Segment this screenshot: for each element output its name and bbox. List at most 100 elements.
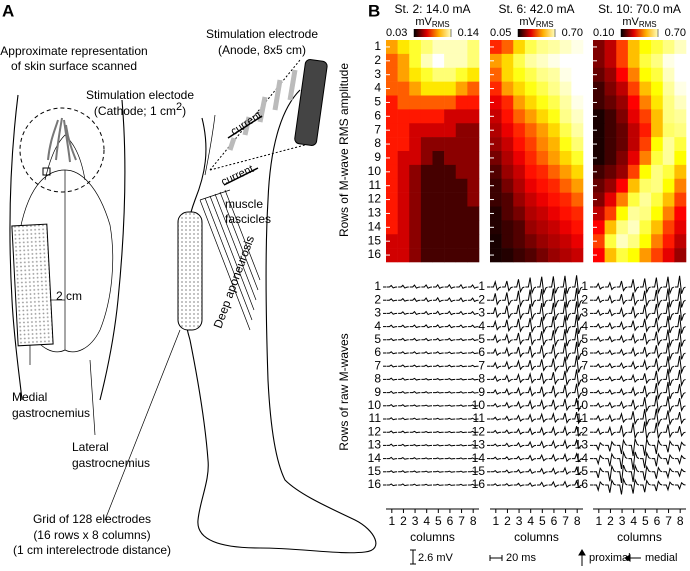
heatmap-cell: [455, 151, 468, 166]
m-wave-trace: [409, 430, 421, 434]
heatmap-cell: [397, 151, 410, 166]
m-wave-trace: [548, 425, 560, 437]
m-wave-trace: [571, 301, 583, 321]
m-wave-trace: [616, 477, 628, 495]
m-wave-trace: [571, 369, 583, 388]
m-wave-trace: [433, 296, 444, 303]
heatmap-cell: [627, 67, 640, 82]
m-wave-trace: [456, 324, 467, 329]
heatmap-cell: [674, 81, 687, 96]
heatmap-cell: [639, 248, 652, 263]
row-label: 4: [374, 81, 381, 95]
m-wave-trace: [513, 279, 525, 294]
row-label: 6: [478, 345, 485, 359]
column-label: 7: [665, 514, 672, 528]
row-label: 12: [472, 424, 486, 438]
m-wave-trace: [593, 350, 605, 355]
row-label: 6: [374, 345, 381, 359]
heatmap-cell: [674, 192, 687, 207]
row-label: 4: [478, 319, 485, 333]
heatmap-cell: [571, 206, 584, 221]
heatmap-cell: [490, 192, 502, 207]
colorbar-tick-label: 0.70: [562, 27, 583, 39]
m-wave-trace: [616, 450, 628, 469]
row-label: 8: [581, 372, 588, 386]
heatmap-cell: [524, 40, 537, 55]
heatmap-cell: [420, 206, 433, 221]
row-label: 15: [575, 464, 589, 478]
heatmap-cell: [616, 40, 629, 55]
m-wave-trace: [525, 454, 537, 462]
heatmap-cell: [662, 220, 675, 235]
m-wave-trace: [616, 412, 628, 424]
m-wave-trace: [386, 470, 398, 473]
m-wave-trace: [616, 438, 628, 455]
m-wave-trace: [616, 294, 628, 306]
row-label: 6: [374, 108, 381, 122]
m-wave-trace: [444, 391, 456, 394]
heatmap-cell: [616, 192, 629, 207]
heatmap-cell: [490, 40, 502, 55]
heatmap-title: St. 2: 14.0 mA: [394, 2, 470, 16]
m-wave-trace: [674, 454, 686, 466]
m-wave-trace: [467, 284, 479, 289]
m-wave-trace: [628, 411, 640, 426]
heatmap-cell: [490, 220, 502, 235]
m-wave-trace: [409, 417, 421, 421]
m-wave-trace: [490, 293, 502, 306]
colorbar-tick-label: 0.10: [593, 27, 614, 39]
heatmap-cell: [593, 123, 605, 138]
heatmap-cell: [432, 192, 445, 207]
m-wave-trace: [513, 372, 525, 384]
m-wave-trace: [502, 415, 513, 422]
m-wave-trace: [490, 375, 502, 383]
heatmap-cell: [639, 192, 652, 207]
row-label: 6: [581, 345, 588, 359]
heatmap-cell: [571, 137, 584, 152]
row-label: 7: [478, 358, 485, 372]
m-wave-trace: [593, 480, 605, 492]
heatmap-cell: [571, 40, 584, 55]
m-wave-trace: [444, 337, 456, 342]
heatmap-cell: [467, 40, 480, 55]
heatmap-cell: [593, 81, 605, 96]
m-wave-trace: [456, 391, 467, 394]
m-wave-trace: [651, 370, 663, 387]
heatmap-cell: [501, 178, 514, 193]
m-wave-trace: [674, 342, 686, 360]
m-wave-trace: [663, 381, 675, 400]
row-label: 16: [368, 247, 382, 261]
m-wave-trace: [398, 364, 409, 368]
m-wave-trace: [502, 346, 513, 357]
heatmap-cell: [536, 220, 549, 235]
m-wave-trace: [490, 389, 502, 395]
m-wave-trace: [398, 417, 409, 421]
heatmap-cell: [467, 248, 480, 263]
m-wave-trace: [409, 364, 421, 368]
heatmap-cell: [409, 234, 422, 249]
m-wave-trace: [628, 438, 640, 457]
m-wave-trace: [674, 412, 686, 425]
heatmap-cell: [604, 220, 617, 235]
heatmap-cell: [513, 192, 526, 207]
row-label: 10: [575, 398, 589, 412]
m-wave-trace: [525, 331, 537, 346]
row-label: 12: [368, 424, 382, 438]
column-label: 4: [630, 514, 637, 528]
m-wave-trace: [663, 481, 675, 492]
m-wave-trace: [593, 295, 605, 304]
heatmap-cell: [627, 151, 640, 166]
m-wave-trace: [605, 425, 616, 437]
m-wave-trace: [456, 351, 467, 355]
m-wave-trace: [456, 310, 467, 316]
m-wave-trace: [537, 317, 548, 335]
heatmap-cell: [409, 109, 422, 124]
m-wave-trace: [409, 457, 421, 460]
m-wave-trace: [571, 314, 583, 334]
annotation: ): [182, 104, 186, 118]
row-label: 9: [374, 150, 381, 164]
heatmap-cell: [604, 81, 617, 96]
m-wave-trace: [421, 337, 433, 342]
m-wave-trace: [640, 464, 651, 481]
m-wave-trace: [386, 443, 398, 447]
